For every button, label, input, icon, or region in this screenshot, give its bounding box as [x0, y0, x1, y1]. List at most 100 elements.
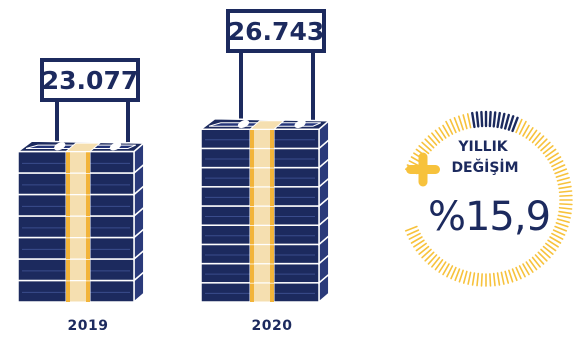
bundle: [17, 205, 145, 240]
ring-tick: [446, 265, 454, 278]
bundle: [200, 195, 330, 227]
plus-icon: [406, 152, 440, 187]
ring-tick: [454, 268, 461, 282]
money-band-edge: [270, 129, 274, 149]
ring-tick: [537, 251, 548, 262]
ring-tick: [438, 261, 447, 273]
money-band-edge: [250, 244, 254, 264]
ring-tick: [442, 263, 450, 276]
ring-tick: [525, 261, 534, 273]
ring-tick: [554, 225, 568, 232]
value-2019: 23.077: [41, 65, 139, 95]
badge-line2: DEĞİŞİM: [451, 160, 519, 176]
money-band-edge: [250, 263, 254, 283]
money-band-edge: [66, 173, 70, 195]
money-band-edge: [86, 151, 90, 173]
money-band-edge: [86, 280, 90, 302]
ring-tick: [438, 127, 447, 139]
money-band-edge: [270, 282, 274, 302]
money-band-edge: [270, 263, 274, 283]
ring-tick: [522, 263, 530, 276]
ring-tick: [488, 110, 492, 128]
money-band-edge: [250, 186, 254, 206]
ring-tick: [434, 259, 444, 271]
ring-tick: [534, 254, 545, 265]
ring-tick: [534, 135, 545, 146]
money-band-edge: [86, 216, 90, 238]
ring-tick: [545, 242, 557, 252]
ring-tick: [404, 225, 418, 232]
ring-tick: [492, 272, 496, 287]
ring-tick: [508, 269, 514, 283]
ring-tick: [427, 254, 438, 265]
money-band-edge: [86, 194, 90, 216]
money-band-edge: [270, 225, 274, 245]
ring-tick: [421, 248, 432, 259]
bill-oval: [237, 119, 250, 129]
ring-tick: [558, 185, 572, 190]
year-label-2019: 2019: [67, 318, 109, 334]
money-band-edge: [270, 206, 274, 226]
money-band-edge: [66, 280, 70, 302]
year-label-2020: 2020: [251, 318, 293, 334]
ring-tick: [537, 138, 548, 149]
ring-tick: [462, 114, 468, 130]
badge-line1: YILLIK: [458, 139, 508, 155]
money-band-edge: [250, 282, 254, 302]
ring-tick: [556, 218, 570, 224]
ring-tick: [525, 127, 534, 139]
ring-tick: [462, 270, 468, 284]
ring-tick: [431, 256, 441, 268]
top-band: [64, 142, 102, 152]
ring-tick: [500, 271, 505, 285]
money-band-edge: [66, 151, 70, 173]
ring-tick: [471, 111, 476, 129]
ring-tick: [408, 232, 421, 240]
ring-tick: [551, 160, 564, 168]
money-band-edge: [270, 148, 274, 168]
ring-tick: [458, 115, 464, 131]
ring-tick: [467, 271, 472, 285]
ring-tick: [552, 164, 566, 171]
badge-percent: %15,9: [427, 194, 551, 240]
ring-tick: [522, 124, 530, 137]
bill-oval: [294, 119, 306, 129]
ring-tick: [528, 259, 538, 271]
ring-tick: [449, 118, 457, 134]
ring-tick: [559, 203, 573, 206]
ring-tick: [480, 273, 483, 287]
money-band-edge: [66, 194, 70, 216]
ring-tick: [413, 239, 425, 248]
bundle: [17, 141, 145, 175]
ring-tick: [558, 210, 572, 215]
ring-tick: [475, 111, 480, 128]
value-2020: 26.743: [227, 16, 325, 46]
money-band-edge: [66, 259, 70, 281]
ring-tick: [556, 176, 570, 182]
ring-tick: [557, 214, 571, 219]
ring-tick: [471, 272, 476, 286]
ring-tick: [458, 269, 464, 283]
money-band-edge: [250, 148, 254, 168]
ring-tick: [492, 111, 497, 128]
ring-tick: [431, 132, 441, 144]
bundle: [200, 272, 330, 304]
money-band-edge: [270, 244, 274, 264]
ring-tick: [558, 190, 573, 194]
bill-oval: [54, 142, 66, 151]
ring-tick: [504, 270, 510, 284]
money-band-edge: [66, 237, 70, 259]
ring-tick: [466, 113, 472, 129]
money-band-edge: [250, 129, 254, 149]
ring-tick: [476, 272, 480, 287]
money-band-edge: [86, 173, 90, 195]
ring-tick: [549, 156, 562, 164]
ring-tick: [496, 272, 501, 286]
ring-tick: [418, 245, 430, 255]
ring-tick: [540, 141, 551, 152]
ring-tick: [406, 229, 420, 236]
ring-tick: [547, 152, 559, 161]
bundle: [17, 162, 145, 197]
money-stack-2020: [198, 53, 331, 304]
